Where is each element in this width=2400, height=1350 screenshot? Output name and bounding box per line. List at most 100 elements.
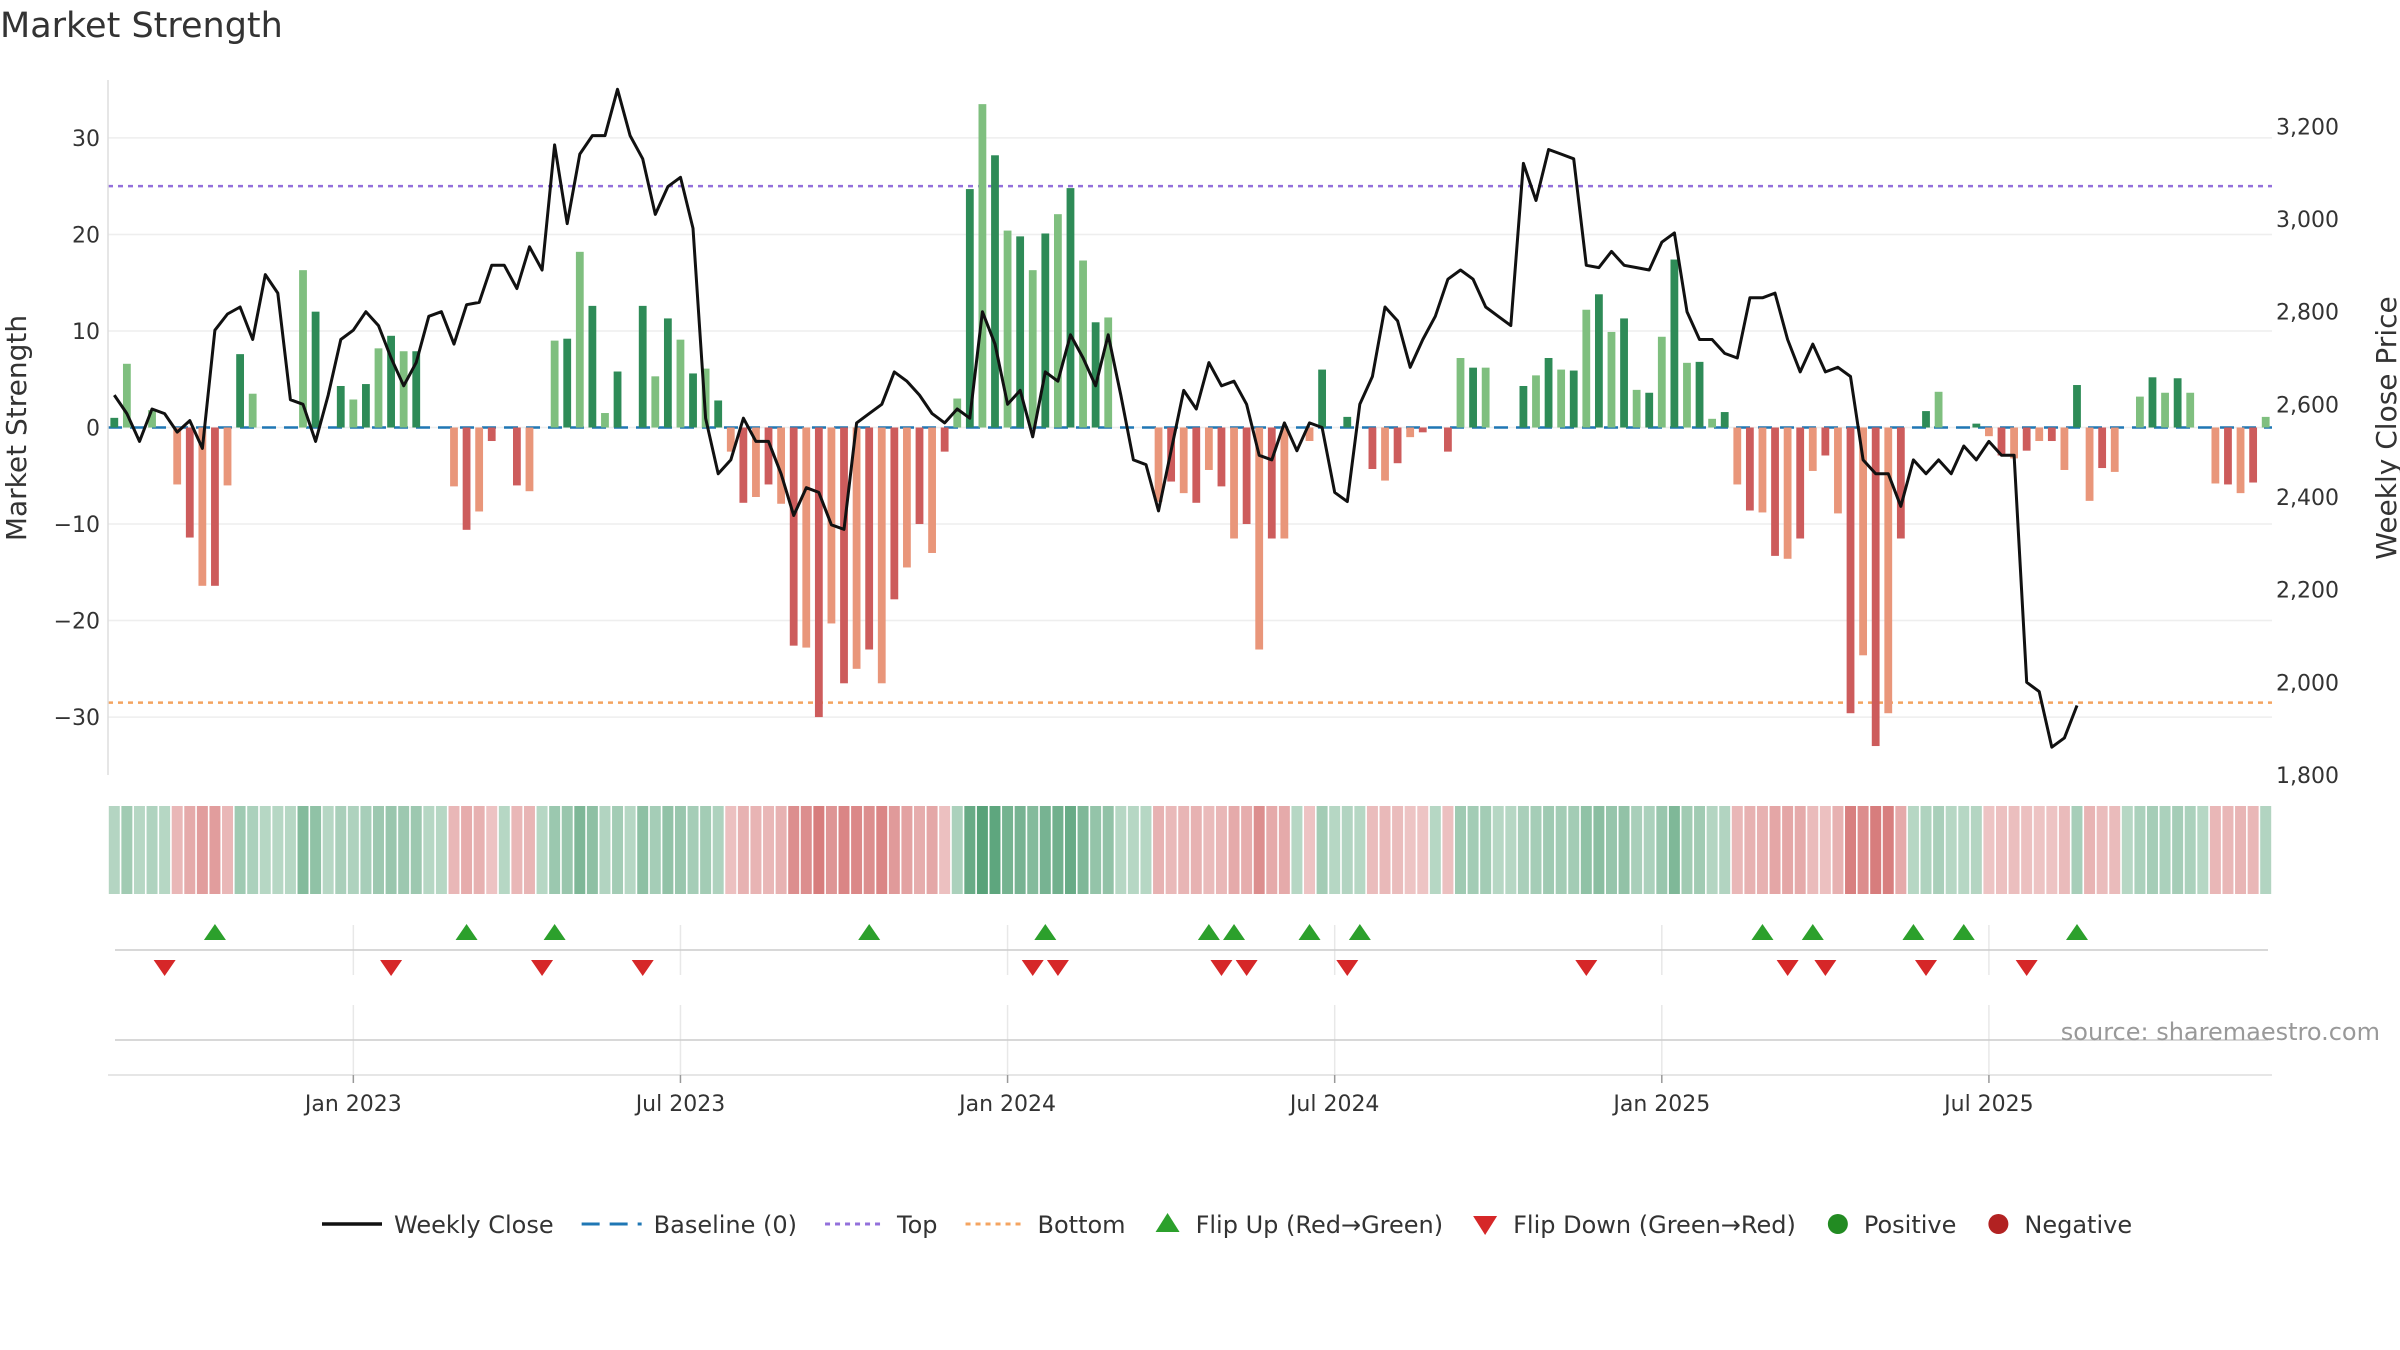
flip-up-marker bbox=[1223, 924, 1246, 940]
strength-bar bbox=[2148, 377, 2157, 428]
flip-up-marker bbox=[1751, 924, 1774, 940]
strength-bar bbox=[198, 427, 207, 586]
strength-bar bbox=[2085, 427, 2094, 501]
strength-bar bbox=[1720, 412, 1729, 428]
heat-cell bbox=[121, 806, 133, 894]
strength-bar bbox=[1620, 318, 1628, 428]
heat-cell bbox=[1404, 806, 1416, 894]
heat-cell bbox=[989, 806, 1001, 894]
legend: Weekly Close Baseline (0) Top Bottom Flip Up… bbox=[322, 1211, 2132, 1239]
strength-bar bbox=[1985, 427, 1993, 437]
strength-bar bbox=[1079, 260, 1087, 428]
heat-cell bbox=[1694, 806, 1706, 894]
strength-bar bbox=[2060, 427, 2069, 470]
strength-bar bbox=[1532, 375, 1540, 428]
flip-markers bbox=[115, 924, 2268, 1041]
heat-cell bbox=[1253, 806, 1265, 894]
heat-cell bbox=[1593, 806, 1605, 894]
heat-cell bbox=[561, 806, 573, 894]
heat-cell bbox=[1480, 806, 1492, 894]
heat-cell bbox=[2008, 806, 2020, 894]
heat-cell bbox=[1719, 806, 1731, 894]
heat-cell bbox=[486, 806, 498, 894]
heat-cell bbox=[259, 806, 271, 894]
heat-cell bbox=[2197, 806, 2209, 894]
source-label: source: sharemaestro.com bbox=[2061, 1018, 2380, 1046]
strength-bar bbox=[173, 427, 182, 485]
heat-cell bbox=[310, 806, 322, 894]
legend-label: Top bbox=[896, 1211, 938, 1239]
heat-cell bbox=[1329, 806, 1341, 894]
heat-cell bbox=[1027, 806, 1039, 894]
strength-bar bbox=[2022, 427, 2031, 451]
heat-cell bbox=[737, 806, 749, 894]
strength-bar bbox=[2249, 427, 2258, 483]
heat-cell bbox=[1832, 806, 1844, 894]
strength-bar bbox=[752, 427, 760, 497]
strength-bar bbox=[764, 427, 773, 485]
heat-cell bbox=[1568, 806, 1580, 894]
y2-tick-label: 2,000 bbox=[2276, 671, 2339, 696]
x-tick-label: Jan 2025 bbox=[1611, 1092, 1710, 1117]
strength-bar bbox=[336, 385, 345, 428]
heat-cell bbox=[511, 806, 523, 894]
strength-bar bbox=[236, 354, 245, 428]
strength-bar bbox=[475, 427, 484, 512]
heat-cell bbox=[712, 806, 724, 894]
strength-bar bbox=[1557, 369, 1566, 428]
y2-tick-label: 1,800 bbox=[2276, 764, 2339, 789]
strength-bar bbox=[588, 305, 597, 428]
strength-bars bbox=[110, 104, 2270, 747]
heat-cell bbox=[624, 806, 636, 894]
heat-cell bbox=[1517, 806, 1529, 894]
strength-bar bbox=[462, 427, 471, 530]
legend-item: Negative bbox=[1988, 1211, 2132, 1239]
heat-cell bbox=[574, 806, 586, 894]
heat-cell bbox=[914, 806, 925, 894]
heat-cell bbox=[2184, 806, 2196, 894]
strength-bar bbox=[1544, 358, 1553, 428]
heat-cell bbox=[700, 806, 712, 894]
heat-cell bbox=[1291, 806, 1303, 894]
heat-cell bbox=[335, 806, 347, 894]
strength-bar bbox=[1179, 427, 1188, 494]
strength-bar bbox=[525, 427, 534, 492]
heat-cell bbox=[2235, 806, 2247, 894]
strength-bar bbox=[1745, 427, 1754, 511]
heat-cell bbox=[976, 806, 988, 894]
heat-cell bbox=[1996, 806, 2007, 894]
heat-cell bbox=[2146, 806, 2158, 894]
strength-bar bbox=[1192, 427, 1201, 503]
heat-cell bbox=[1127, 806, 1139, 894]
flip-up-marker bbox=[1348, 924, 1371, 940]
heat-cell bbox=[1945, 806, 1957, 894]
strength-bar bbox=[1733, 427, 1742, 485]
heat-cell bbox=[1140, 806, 1152, 894]
legend-swatch-flip-down bbox=[1473, 1216, 1498, 1235]
heat-cell bbox=[1555, 806, 1567, 894]
heat-cell bbox=[2046, 806, 2058, 894]
heat-cell bbox=[2134, 806, 2146, 894]
heat-cell bbox=[1505, 806, 1517, 894]
heat-cell bbox=[2033, 806, 2045, 894]
strength-bar bbox=[412, 351, 421, 428]
strength-bar bbox=[1343, 416, 1352, 428]
heat-cell bbox=[687, 806, 699, 894]
heat-cell bbox=[1241, 806, 1253, 894]
heat-cell bbox=[1090, 806, 1102, 894]
strength-bar bbox=[450, 427, 458, 487]
flip-down-marker bbox=[2015, 960, 2038, 976]
strength-bar bbox=[978, 104, 987, 428]
heat-cell bbox=[196, 806, 208, 894]
strength-bar bbox=[1972, 423, 1981, 428]
heat-cell bbox=[800, 806, 812, 894]
x-tick-label: Jul 2025 bbox=[1942, 1092, 2034, 1117]
flip-down-marker bbox=[631, 960, 654, 976]
strength-bar bbox=[1519, 385, 1528, 428]
legend-label: Positive bbox=[1864, 1211, 1957, 1239]
heat-cell bbox=[1039, 806, 1051, 894]
y2-tick-label: 3,000 bbox=[2276, 208, 2339, 233]
heat-cell bbox=[536, 806, 548, 894]
heat-cell bbox=[549, 806, 561, 894]
heat-cell bbox=[788, 806, 800, 894]
